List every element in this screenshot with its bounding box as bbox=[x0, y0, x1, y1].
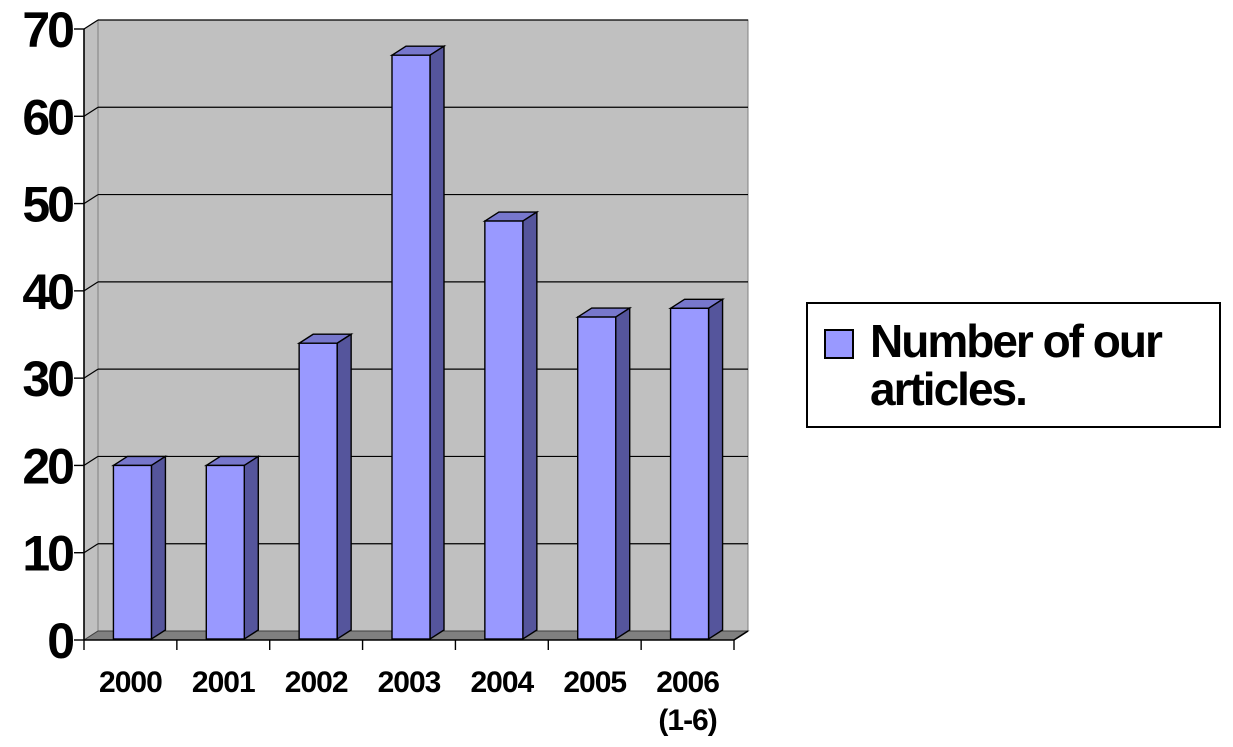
bar-side bbox=[707, 298, 724, 641]
gridline-diagonal bbox=[83, 543, 99, 554]
y-tick-label: 10 bbox=[22, 526, 73, 582]
bar-side bbox=[615, 306, 631, 641]
bar bbox=[205, 464, 245, 640]
bar bbox=[577, 316, 617, 640]
x-tick-label: 2002 bbox=[285, 666, 348, 699]
x-tick-label: 2003 bbox=[378, 666, 441, 699]
bar-side bbox=[150, 455, 167, 641]
x-tick-label: 2005 bbox=[563, 666, 626, 699]
floor-edge bbox=[733, 630, 749, 641]
x-tick-label: 2004 bbox=[470, 666, 534, 699]
gridline-diagonal bbox=[83, 281, 99, 292]
bar bbox=[484, 220, 524, 640]
chart-area: 0 10 20 30 40 50 60 70 2000 2001 2002 2003 2004 2005 2… bbox=[22, 2, 750, 737]
x-tick-label: 2000 bbox=[99, 666, 162, 699]
legend-swatch bbox=[824, 329, 854, 359]
bar bbox=[669, 307, 710, 640]
bar-side bbox=[336, 332, 352, 641]
bar-side bbox=[243, 455, 259, 641]
y-tick-label: 50 bbox=[22, 177, 73, 233]
gridline-diagonal bbox=[83, 106, 99, 117]
bar bbox=[298, 342, 338, 640]
bar bbox=[112, 464, 153, 640]
y-tick-label: 40 bbox=[22, 264, 73, 320]
bar-side bbox=[522, 210, 538, 641]
y-tick-label: 70 bbox=[22, 2, 73, 58]
gridline-diagonal bbox=[83, 368, 99, 379]
y-tick-label: 60 bbox=[22, 89, 73, 145]
gridline-diagonal bbox=[83, 19, 99, 30]
bar-side bbox=[429, 44, 445, 641]
bar bbox=[391, 54, 431, 640]
x-tick-label: 2006 bbox=[656, 666, 719, 699]
x-tick-label: (1-6) bbox=[658, 704, 716, 737]
y-tick-label: 0 bbox=[47, 613, 73, 669]
bar-chart: 0 10 20 30 40 50 60 70 2000 2001 2002 2003 2004 2005 2… bbox=[22, 2, 750, 737]
y-tick-label: 30 bbox=[22, 351, 73, 407]
x-tick-label: 2001 bbox=[192, 666, 255, 699]
plot-side-wall bbox=[83, 19, 99, 641]
gridline-diagonal bbox=[83, 455, 99, 466]
chart-legend: Number of our articles. bbox=[806, 302, 1221, 428]
legend-label: Number of our articles. bbox=[870, 315, 1163, 415]
gridline-diagonal bbox=[83, 194, 99, 205]
y-tick-label: 20 bbox=[22, 438, 73, 494]
